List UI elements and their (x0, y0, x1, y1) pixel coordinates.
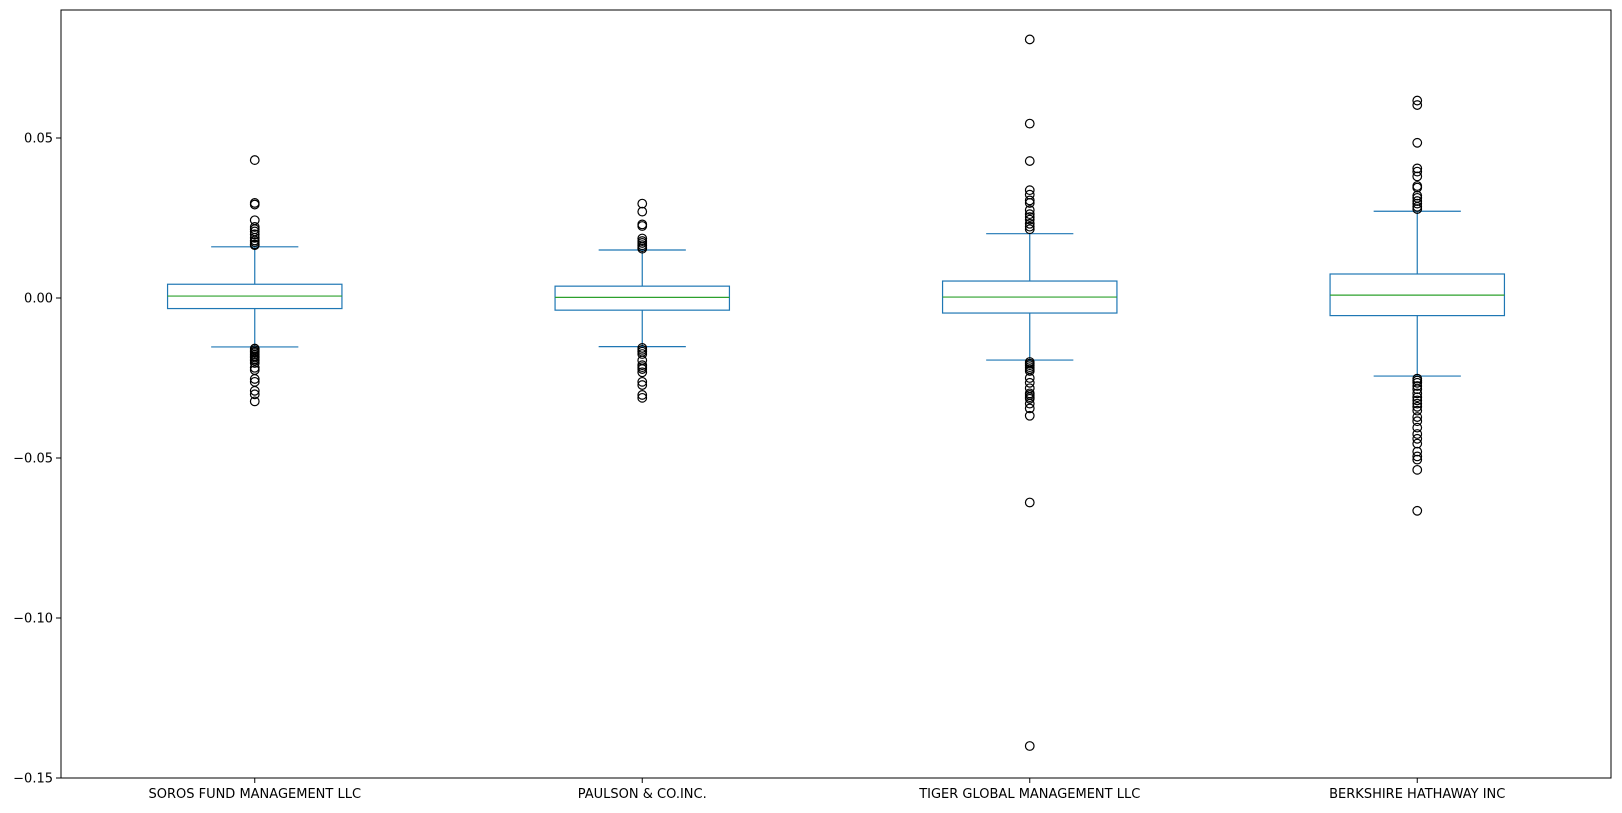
outlier-point (1024, 393, 1035, 404)
outlier-point (1412, 388, 1423, 399)
outlier-point (1412, 422, 1423, 433)
outlier-point (1412, 454, 1423, 465)
y-tick-label: −0.05 (13, 452, 53, 467)
box-iqr (554, 285, 731, 311)
outlier-point (637, 380, 648, 390)
outlier-point (637, 364, 648, 374)
outlier-point (1412, 401, 1423, 412)
y-tick-label: −0.15 (13, 772, 53, 787)
y-tick-label: −0.10 (13, 612, 53, 627)
outlier-point (249, 389, 260, 400)
outlier-point (637, 221, 648, 231)
outlier-point (1024, 185, 1035, 196)
outlier-point (637, 243, 648, 254)
outlier-point (1412, 204, 1423, 214)
outlier-point (637, 392, 648, 403)
outlier-point (249, 232, 260, 243)
outlier-point (1412, 412, 1423, 422)
outlier-point (637, 349, 648, 359)
box-group (1329, 95, 1506, 516)
outlier-point (249, 155, 260, 165)
outlier-point (249, 396, 260, 407)
outlier-point (1412, 171, 1423, 182)
outlier-point (249, 240, 260, 251)
outlier-point (1412, 451, 1423, 462)
x-tick-label: PAULSON & CO.INC. (578, 787, 707, 802)
x-tick-label: TIGER GLOBAL MANAGEMENT LLC (918, 787, 1140, 802)
axes-frame (60, 9, 1612, 779)
plot-area (166, 34, 1506, 751)
outlier-point (637, 198, 648, 209)
axes: −0.15 −0.10 −0.05 0.00 0.05 SOROS FUND MANAGE… (13, 9, 1612, 802)
outlier-point (1412, 392, 1423, 403)
outlier-point (1412, 163, 1423, 174)
outlier-point (1024, 118, 1035, 129)
outlier-point (637, 390, 648, 400)
outlier-point (1412, 429, 1423, 439)
y-tick-label: 0.00 (24, 292, 53, 307)
outlier-point (249, 358, 260, 368)
outlier-point (1412, 395, 1423, 406)
outlier-point (249, 374, 260, 384)
x-tick-label: SOROS FUND MANAGEMENT LLC (148, 787, 361, 802)
outlier-point (1412, 196, 1423, 206)
outlier-point (249, 229, 260, 240)
outlier-point (1412, 381, 1423, 391)
outlier-point (637, 367, 648, 378)
x-tick-label: BERKSHIRE HATHAWAY INC (1329, 787, 1505, 802)
outlier-point (1024, 224, 1035, 235)
y-tick-label: 0.05 (24, 132, 53, 147)
outlier-point (637, 206, 648, 217)
outlier-point (1412, 416, 1423, 427)
outlier-point (1412, 377, 1423, 388)
outlier-point (1412, 198, 1423, 209)
outlier-point (1412, 95, 1423, 106)
outlier-point (1412, 464, 1423, 475)
outlier-point (1412, 100, 1423, 110)
outlier-point (1024, 398, 1035, 409)
outlier-point (249, 385, 260, 396)
box-group (941, 34, 1118, 751)
outlier-point (1024, 218, 1035, 229)
outlier-point (1024, 198, 1035, 208)
outlier-point (1024, 212, 1035, 222)
outlier-point (1024, 497, 1035, 508)
outlier-point (1024, 403, 1035, 414)
outlier-point (1412, 182, 1423, 193)
outlier-point (1024, 156, 1035, 166)
outlier-point (1024, 377, 1035, 388)
outlier-point (1412, 446, 1423, 457)
outlier-point (1412, 137, 1423, 148)
outlier-point (1412, 166, 1423, 177)
outlier-point (1024, 373, 1035, 383)
outlier-point (1024, 221, 1035, 232)
outlier-point (637, 376, 648, 387)
outlier-point (1412, 398, 1423, 409)
outlier-point (1412, 438, 1423, 449)
outlier-point (1412, 433, 1423, 444)
outlier-point (1412, 384, 1423, 395)
outlier-point (1024, 214, 1035, 225)
outlier-point (1024, 366, 1035, 376)
outlier-point (1024, 205, 1035, 215)
outlier-point (1024, 34, 1035, 45)
outlier-point (1024, 209, 1035, 220)
outlier-point (1024, 195, 1035, 206)
box-group (554, 198, 731, 403)
outlier-point (249, 199, 260, 210)
outlier-point (1024, 741, 1035, 751)
outlier-point (1412, 405, 1423, 416)
box-group (166, 155, 343, 407)
outlier-point (1412, 505, 1423, 516)
outlier-point (1024, 410, 1035, 421)
